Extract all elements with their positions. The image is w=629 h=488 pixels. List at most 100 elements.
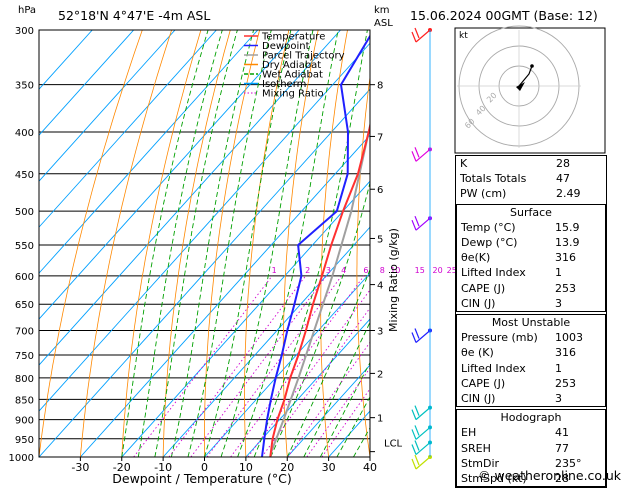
wind-barb-flag (414, 215, 420, 227)
isotherm-line (80, 134, 370, 457)
legend-label: Dry Adiabat (262, 60, 321, 71)
index-value: 2.49 (556, 187, 581, 201)
wet-adiabat-line (303, 321, 370, 457)
chart-profiles (261, 34, 370, 457)
isotherm-line (39, 30, 135, 136)
pressure-tick-label: 300 (15, 26, 34, 37)
most-unstable-value: 253 (555, 376, 576, 390)
wind-barb-shaft (415, 456, 431, 470)
mixing-ratio-line (206, 275, 343, 457)
wet-adiabat-line (121, 30, 209, 457)
dry-adiabat-line (39, 30, 143, 457)
pressure-tick-label: 550 (15, 241, 34, 252)
most-unstable-row: CAPE (J) 253 (457, 376, 605, 391)
mixing-ratio-line (230, 275, 365, 457)
legend-label: Mixing Ratio (262, 89, 324, 100)
most-unstable-value: 316 (555, 346, 576, 360)
pressure-tick-label: 900 (15, 416, 34, 427)
most-unstable-label: Pressure (mb) (461, 331, 538, 345)
mixing-ratio-label: 15 (415, 266, 425, 275)
isotherm-line (39, 30, 176, 182)
surface-row: Dewp (°C) 13.9 (457, 235, 605, 250)
wind-barb-flag (411, 429, 417, 440)
pressure-tick-label: 350 (15, 81, 34, 92)
surface-label: Dewp (°C) (461, 236, 518, 250)
surface-value: 316 (555, 251, 576, 265)
mixing-ratio-line (247, 289, 370, 457)
wind-barb-shaft (415, 426, 431, 440)
x-tick-label: 0 (201, 461, 208, 474)
wind-barb-flag (411, 151, 417, 162)
hodograph-param-row: SREH 77 (457, 441, 605, 456)
surface-row: CAPE (J) 253 (457, 281, 605, 296)
most-unstable-label: Lifted Index (461, 361, 526, 375)
isotherm-line (162, 226, 370, 457)
height-unit-km: km (374, 5, 390, 16)
dry-adiabat-line (244, 30, 290, 457)
most-unstable-label: θe (K) (461, 346, 494, 360)
copyright-footer: © weatheronline.co.uk (478, 468, 621, 483)
dry-adiabat-line (121, 30, 202, 457)
wind-barb-flag (411, 444, 417, 455)
isotherm-line (245, 318, 370, 457)
isotherm-line (286, 364, 370, 457)
temperature-line (269, 122, 370, 457)
legend-label: Parcel Trajectory (262, 51, 345, 62)
pressure-tick-label: 650 (15, 300, 34, 311)
hodograph-param-row: StmSpd (kt) 28 (457, 471, 605, 486)
hodograph-param-row: EH 41 (457, 425, 605, 440)
wind-barb-flag (411, 332, 417, 343)
km-tick-label: 6 (377, 185, 383, 196)
mixing-ratio-line (261, 307, 370, 457)
wet-adiabat-line (170, 30, 255, 457)
mixing-ratio-label: 2 (305, 266, 310, 275)
most-unstable-value: 1 (555, 361, 562, 375)
index-value: 47 (556, 172, 570, 186)
index-label: Totals Totals (460, 172, 527, 186)
height-unit-asl: ASL (374, 18, 393, 29)
dry-adiabat-line (282, 30, 319, 457)
dry-adiabat-line (162, 30, 231, 457)
hodograph-param-label: EH (461, 426, 477, 440)
wind-barb-flag (414, 440, 420, 451)
dry-adiabat-line (80, 30, 172, 457)
mixing-ratio-label: 20 (432, 266, 442, 275)
index-row: K 28 (456, 156, 606, 171)
isotherm-line (39, 30, 300, 320)
x-tick-label: -20 (113, 461, 131, 474)
surface-value: 3 (555, 296, 562, 310)
wind-barb-flag (411, 31, 417, 43)
wind-barb-flag (411, 458, 417, 470)
mixing-ratio-line (287, 341, 370, 457)
hodograph-trace (518, 65, 533, 87)
chart-axes: 3003504004505005506006507007508008509009… (9, 26, 457, 474)
most-unstable-row: Pressure (mb) 1003 (457, 330, 605, 345)
isotherm-line (204, 272, 370, 457)
wet-adiabat-line (154, 30, 238, 457)
most-unstable-row: θe (K) 316 (457, 345, 605, 360)
index-row: Totals Totals 47 (456, 171, 606, 186)
surface-row: Temp (°C) 15.9 (457, 220, 605, 235)
hodograph-endpoint (530, 64, 534, 68)
wet-adiabat-line (204, 30, 292, 457)
wind-barb-flag (414, 328, 420, 339)
surface-label: Lifted Index (461, 266, 526, 280)
mixing-ratio-line (306, 367, 370, 457)
surface-label: Temp (°C) (461, 220, 516, 234)
hodograph-param-label: StmSpd (kt) (461, 472, 527, 486)
pressure-unit-label: hPa (18, 5, 36, 16)
indices-table: K 28 Totals Totals 47 PW (cm) 2.49 Surface Te… (455, 155, 607, 488)
dry-adiabat-line (611, 30, 629, 457)
surface-row: θe(K) 316 (457, 250, 605, 265)
mixing-ratio-line (168, 275, 307, 457)
x-tick-label: 10 (239, 461, 253, 474)
wet-adiabat-line (270, 180, 370, 457)
legend-label: Dewpoint (262, 41, 310, 52)
index-row: PW (cm) 2.49 (456, 186, 606, 201)
legend-label: Wet Adiabat (262, 70, 323, 81)
surface-row: CIN (J) 3 (457, 296, 605, 311)
wet-adiabat-line (237, 30, 339, 457)
most-unstable-label: CAPE (J) (461, 376, 506, 390)
